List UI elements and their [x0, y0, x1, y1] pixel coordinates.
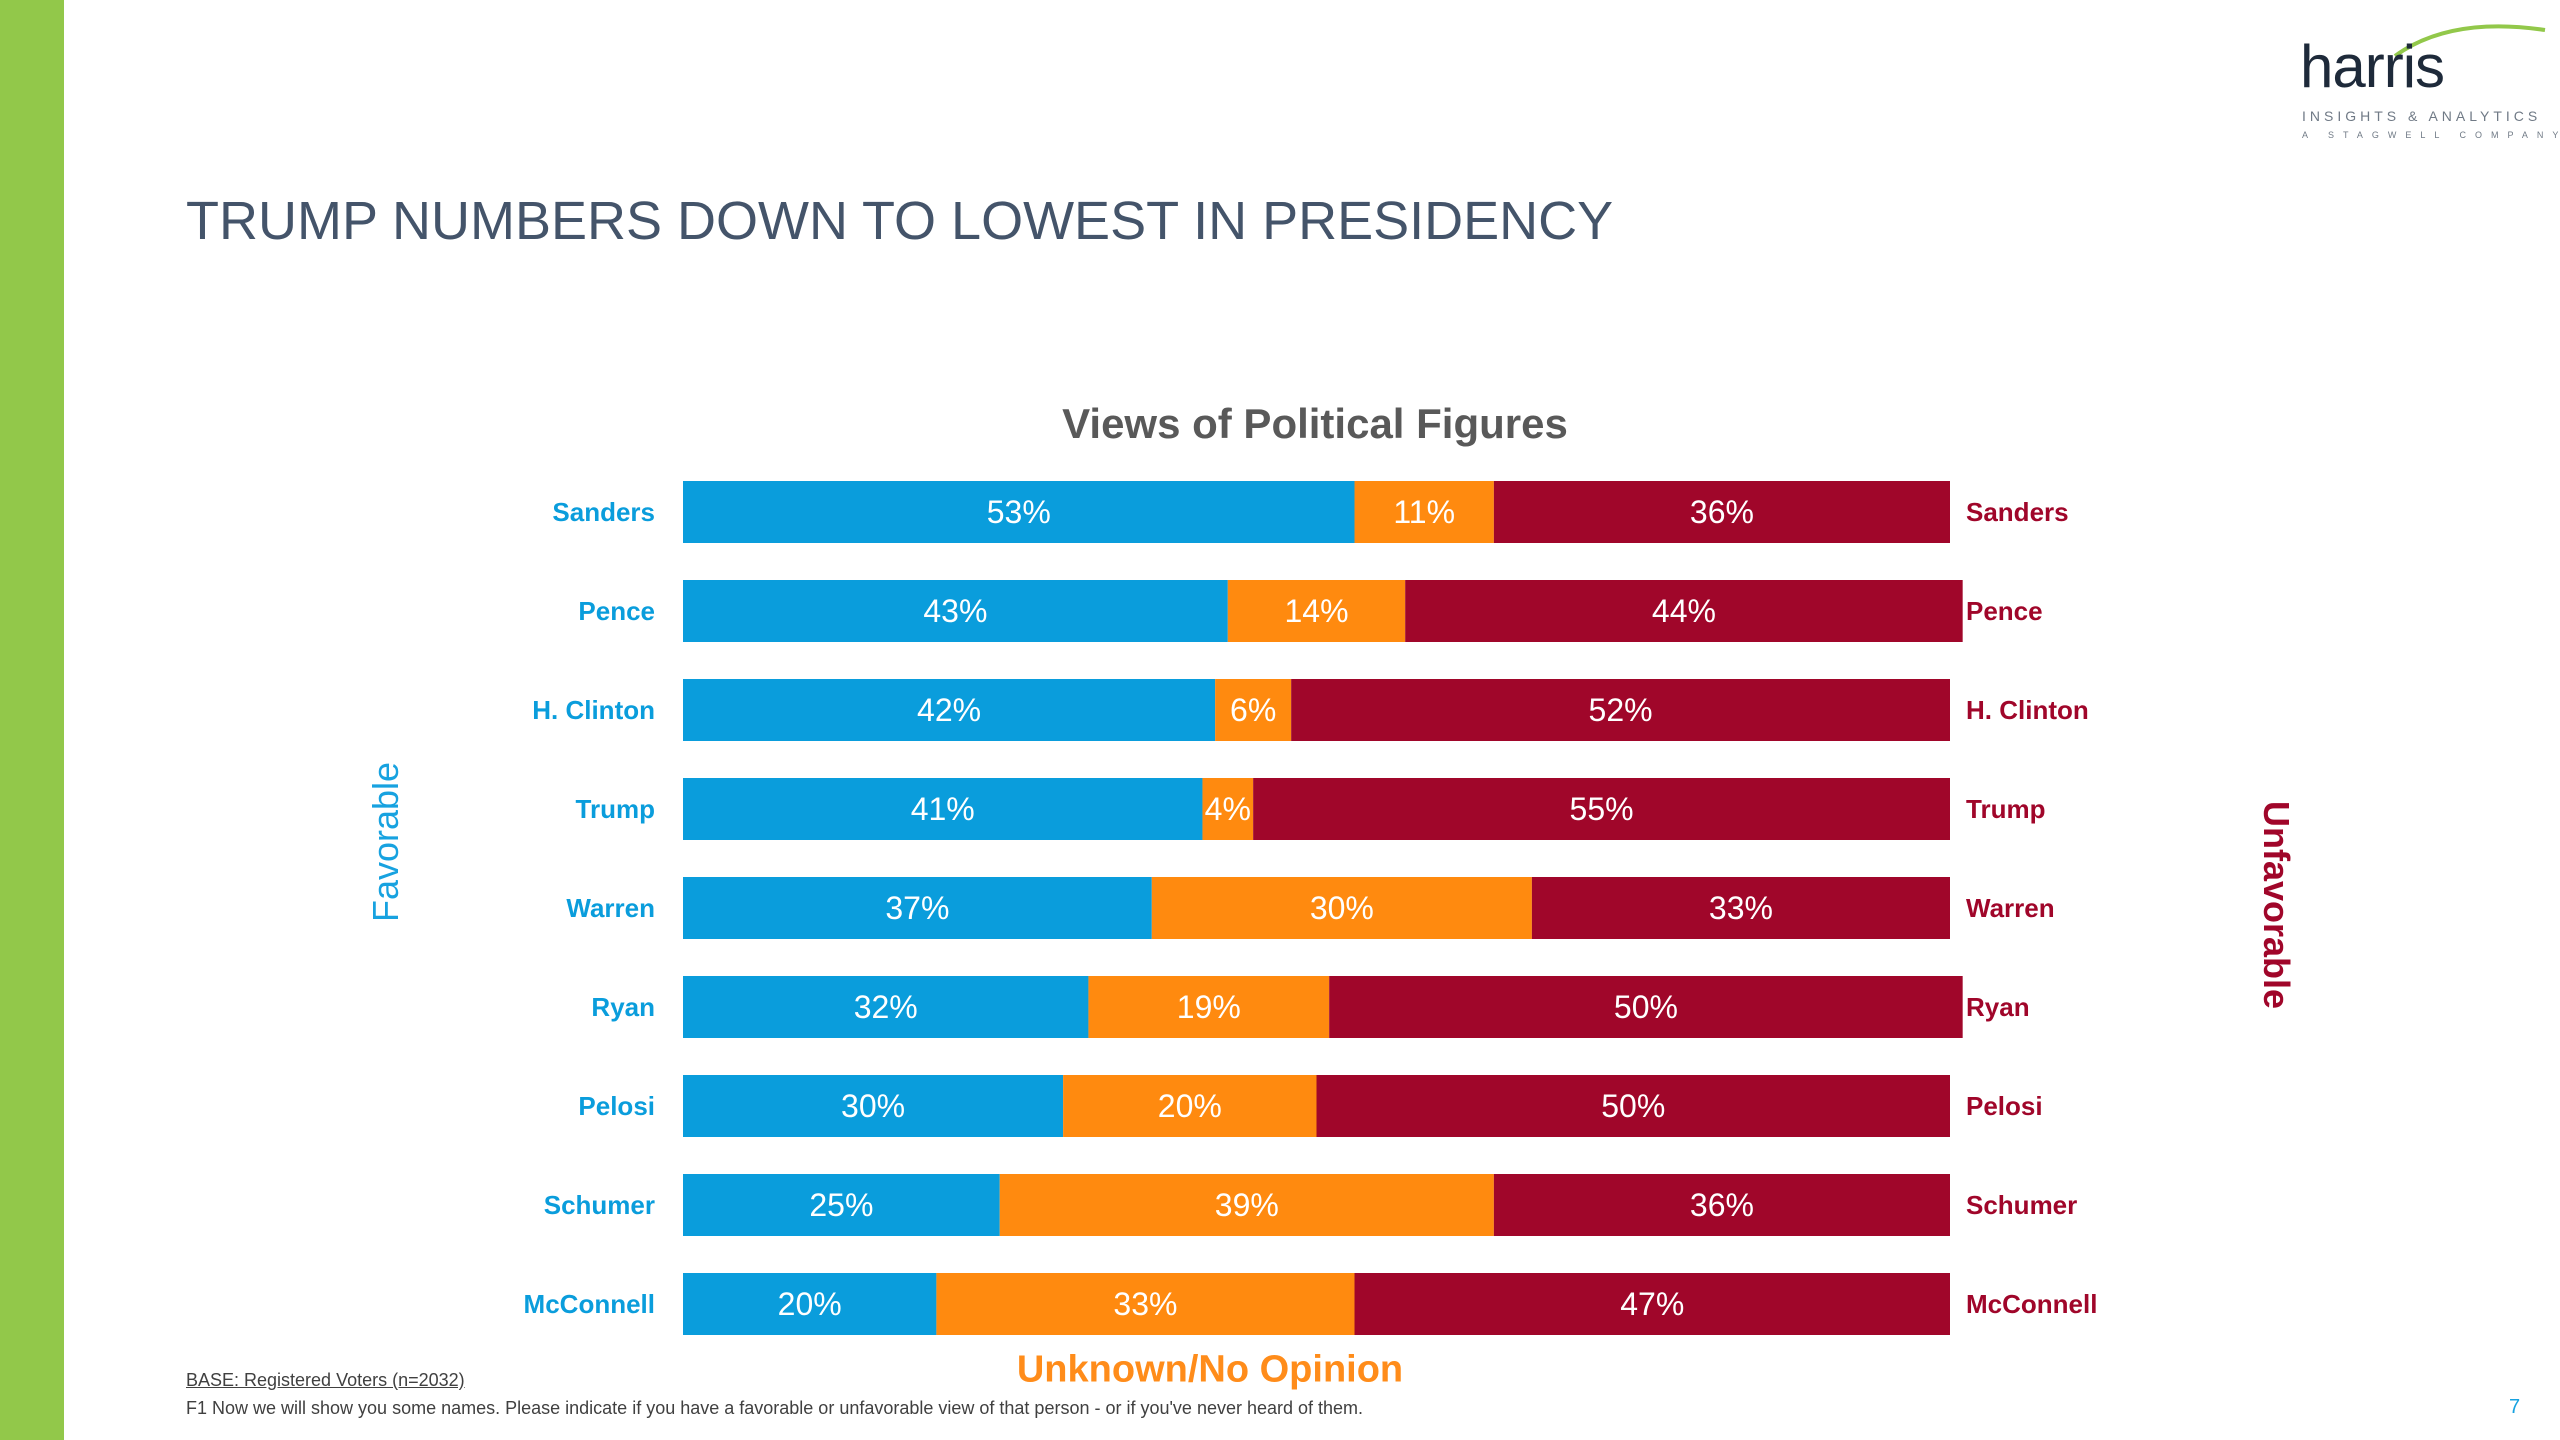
logo-tagline: INSIGHTS & ANALYTICS: [2302, 108, 2542, 124]
bar-unknown-no-opinion-ryan: [1088, 976, 1330, 1038]
category-label-left-warren: Warren: [566, 893, 655, 923]
value-label-unknown-no-opinion-trump: 4%: [1205, 791, 1251, 827]
accent-sidebar-bar: [0, 0, 64, 1440]
value-label-favorable-pence: 43%: [923, 593, 987, 629]
chart-title-text: Views of Political Figures: [1062, 400, 1568, 447]
category-label-left-trump: Trump: [576, 794, 655, 824]
value-label-favorable-pelosi: 30%: [841, 1088, 905, 1124]
category-label-right-pence: Pence: [1966, 596, 2043, 626]
bar-favorable-trump: [683, 778, 1203, 840]
value-label-unfavorable-h-clinton: 52%: [1589, 692, 1653, 728]
category-label-right-ryan: Ryan: [1966, 992, 2030, 1022]
value-label-unknown-no-opinion-pelosi: 20%: [1158, 1088, 1222, 1124]
category-label-right-warren: Warren: [1966, 893, 2055, 923]
question-footnote: F1 Now we will show you some names. Plea…: [186, 1398, 1364, 1418]
value-label-favorable-mcconnell: 20%: [778, 1286, 842, 1322]
value-label-unfavorable-pence: 44%: [1652, 593, 1716, 629]
bar-unknown-no-opinion-trump: [1202, 778, 1254, 840]
bar-unfavorable-mcconnell: [1354, 1273, 1950, 1335]
harris-logo: harris INSIGHTS & ANALYTICS A STAGWELL C…: [2300, 22, 2558, 152]
bar-unfavorable-sanders: [1493, 481, 1950, 543]
bar-unknown-no-opinion-schumer: [999, 1174, 1494, 1236]
page-title: TRUMP NUMBERS DOWN TO LOWEST IN PRESIDEN…: [186, 191, 1614, 251]
logo-subtagline: A STAGWELL COMPANY: [2302, 130, 2560, 140]
value-label-favorable-trump: 41%: [911, 791, 975, 827]
category-label-left-pence: Pence: [578, 596, 655, 626]
bar-unfavorable-warren: [1531, 877, 1950, 939]
value-label-favorable-sanders: 53%: [987, 494, 1051, 530]
bar-unknown-no-opinion-warren: [1151, 877, 1532, 939]
bar-unknown-no-opinion-sanders: [1354, 481, 1494, 543]
favorable-axis-label: Favorable: [365, 761, 406, 923]
value-label-unknown-no-opinion-ryan: 19%: [1177, 989, 1241, 1025]
logo-wordmark: harris: [2300, 33, 2445, 100]
bar-favorable-sanders: [683, 481, 1355, 543]
category-label-right-pelosi: Pelosi: [1966, 1091, 2043, 1121]
unfavorable-axis-label: Unfavorable: [2256, 800, 2297, 1010]
value-label-unknown-no-opinion-mcconnell: 33%: [1113, 1286, 1177, 1322]
value-label-unknown-no-opinion-schumer: 39%: [1215, 1187, 1279, 1223]
bar-unknown-no-opinion-pence: [1227, 580, 1406, 642]
bar-unfavorable-pence: [1405, 580, 1963, 642]
value-label-unfavorable-pelosi: 50%: [1601, 1088, 1665, 1124]
bar-unfavorable-schumer: [1493, 1174, 1950, 1236]
bar-unfavorable-h-clinton: [1291, 679, 1950, 741]
category-label-right-trump: Trump: [1966, 794, 2045, 824]
value-label-unfavorable-trump: 55%: [1570, 791, 1634, 827]
value-label-favorable-ryan: 32%: [854, 989, 918, 1025]
bar-unfavorable-ryan: [1329, 976, 1963, 1038]
value-label-unknown-no-opinion-pence: 14%: [1284, 593, 1348, 629]
value-label-favorable-warren: 37%: [885, 890, 949, 926]
category-label-right-mcconnell: McConnell: [1966, 1289, 2097, 1319]
bar-favorable-schumer: [683, 1174, 1000, 1236]
bar-favorable-pence: [683, 580, 1228, 642]
bar-favorable-h-clinton: [683, 679, 1216, 741]
bar-unknown-no-opinion-pelosi: [1063, 1075, 1317, 1137]
value-label-unknown-no-opinion-warren: 30%: [1310, 890, 1374, 926]
logo-arc-icon: [2393, 24, 2546, 58]
bar-unknown-no-opinion-h-clinton: [1215, 679, 1292, 741]
category-label-right-sanders: Sanders: [1966, 497, 2069, 527]
value-label-favorable-h-clinton: 42%: [917, 692, 981, 728]
value-label-unfavorable-schumer: 36%: [1690, 1187, 1754, 1223]
value-label-unknown-no-opinion-h-clinton: 6%: [1230, 692, 1276, 728]
bar-unknown-no-opinion-mcconnell: [936, 1273, 1355, 1335]
category-label-left-pelosi: Pelosi: [578, 1091, 655, 1121]
bar-unfavorable-pelosi: [1316, 1075, 1950, 1137]
unknown-axis-label: Unknown/No Opinion: [1016, 1348, 1404, 1391]
category-label-left-ryan: Ryan: [591, 992, 655, 1022]
bar-favorable-pelosi: [683, 1075, 1064, 1137]
category-label-right-schumer: Schumer: [1966, 1190, 2077, 1220]
value-label-unfavorable-ryan: 50%: [1614, 989, 1678, 1025]
category-label-left-schumer: Schumer: [544, 1190, 655, 1220]
bar-favorable-ryan: [683, 976, 1089, 1038]
value-label-unfavorable-mcconnell: 47%: [1620, 1286, 1684, 1322]
value-label-unfavorable-sanders: 36%: [1690, 494, 1754, 530]
value-label-favorable-schumer: 25%: [809, 1187, 873, 1223]
page-number: 7: [2509, 1396, 2521, 1418]
category-label-left-sanders: Sanders: [552, 497, 655, 527]
value-label-unknown-no-opinion-sanders: 11%: [1393, 494, 1455, 530]
category-label-right-h-clinton: H. Clinton: [1966, 695, 2089, 725]
base-footnote: BASE: Registered Voters (n=2032): [186, 1370, 465, 1390]
category-label-left-mcconnell: McConnell: [524, 1289, 655, 1319]
category-label-left-h-clinton: H. Clinton: [532, 695, 655, 725]
bar-favorable-mcconnell: [683, 1273, 937, 1335]
chart-title: Views of Political Figures: [0, 400, 2560, 448]
bar-unfavorable-trump: [1253, 778, 1950, 840]
bar-favorable-warren: [683, 877, 1152, 939]
value-label-unfavorable-warren: 33%: [1709, 890, 1773, 926]
